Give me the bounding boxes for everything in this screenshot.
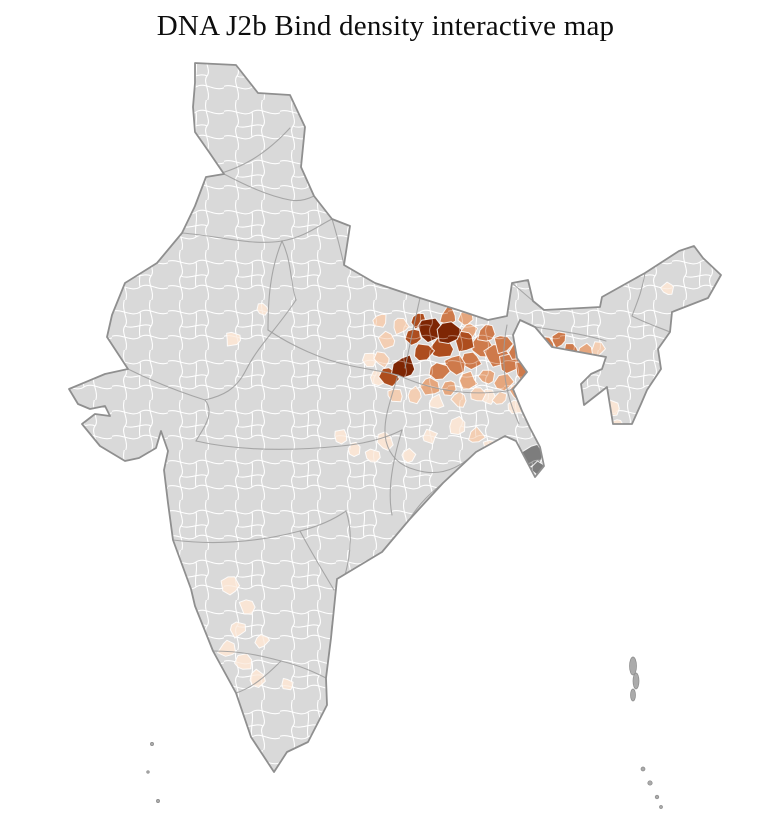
state-border [299, 530, 335, 591]
state-border [281, 240, 297, 301]
andaman-island[interactable] [630, 688, 636, 702]
andaman-island[interactable] [632, 672, 640, 690]
district-cell[interactable] [537, 414, 554, 429]
state-border [223, 173, 315, 202]
state-border [267, 240, 283, 331]
district-cell[interactable] [532, 387, 548, 403]
state-border [181, 218, 333, 243]
district-cell[interactable] [387, 552, 402, 566]
state-border [127, 368, 210, 442]
state-border [404, 297, 421, 369]
state-border [534, 326, 607, 342]
nicobar-island[interactable] [659, 805, 663, 809]
state-border [503, 324, 520, 425]
state-border [389, 429, 403, 516]
state-border [172, 510, 347, 544]
lakshadweep-island[interactable] [150, 742, 154, 746]
nicobar-island[interactable] [640, 766, 646, 772]
state-border [631, 272, 671, 333]
state-border [331, 218, 345, 266]
map-title: DNA J2b Bind density interactive map [156, 10, 615, 42]
district-cell[interactable] [556, 359, 573, 376]
state-border [235, 660, 282, 694]
state-border [511, 282, 534, 302]
district-cell[interactable] [419, 546, 436, 562]
district-cell[interactable] [428, 513, 442, 528]
district-cell[interactable] [524, 396, 542, 411]
lakshadweep-island[interactable] [146, 770, 150, 774]
lakshadweep-island[interactable] [156, 799, 160, 803]
nicobar-island[interactable] [647, 780, 653, 786]
district-cell[interactable] [644, 407, 660, 420]
district-cell[interactable] [525, 375, 544, 393]
state-border [267, 329, 399, 376]
district-cell[interactable] [437, 529, 450, 545]
district-cell[interactable] [544, 353, 562, 367]
islands [146, 656, 663, 809]
state-border [195, 429, 403, 450]
district-cell[interactable] [219, 687, 235, 706]
nicobar-island[interactable] [654, 794, 660, 800]
district-cell[interactable] [693, 313, 708, 325]
india-outline [68, 62, 722, 773]
state-border [384, 374, 477, 474]
district-cell[interactable] [544, 370, 558, 387]
andaman-island[interactable] [629, 656, 637, 676]
state-border [204, 299, 297, 401]
